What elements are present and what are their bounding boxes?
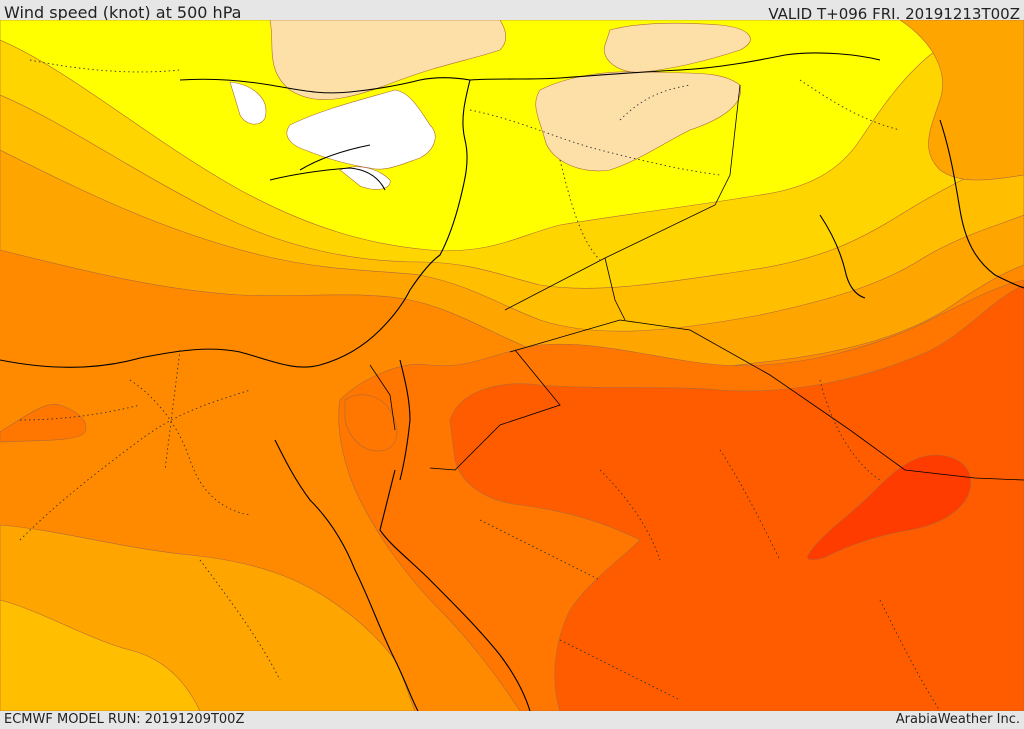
dotted-borders: [19, 59, 941, 711]
band-red-orange: [449, 284, 1024, 711]
map-area: [0, 20, 1024, 711]
band-red: [807, 454, 972, 561]
credit-label: ArabiaWeather Inc.: [895, 712, 1020, 727]
valid-time-label: VALID T+096 FRI. 20191213T00Z: [768, 5, 1020, 23]
band-orange-dark-pocket: [344, 394, 398, 452]
band-amber-sw: [0, 599, 201, 711]
band-white: [229, 81, 436, 190]
map-title: Wind speed (knot) at 500 hPa: [4, 3, 242, 22]
wind-speed-map: [0, 20, 1024, 711]
band-orange-light-ne: [899, 20, 1024, 181]
coastlines: [0, 52, 1024, 711]
band-orange-dark-west: [0, 403, 87, 443]
band-yellow: [0, 20, 991, 252]
header-bar: Wind speed (knot) at 500 hPa VALID T+096…: [0, 0, 1024, 23]
borders: [369, 84, 1024, 481]
band-wheat-ne: [603, 22, 751, 73]
footer-bar: ECMWF MODEL RUN: 20191209T00Z ArabiaWeat…: [0, 711, 1024, 729]
band-wheat-north: [269, 20, 507, 100]
model-run-label: ECMWF MODEL RUN: 20191209T00Z: [4, 712, 245, 727]
